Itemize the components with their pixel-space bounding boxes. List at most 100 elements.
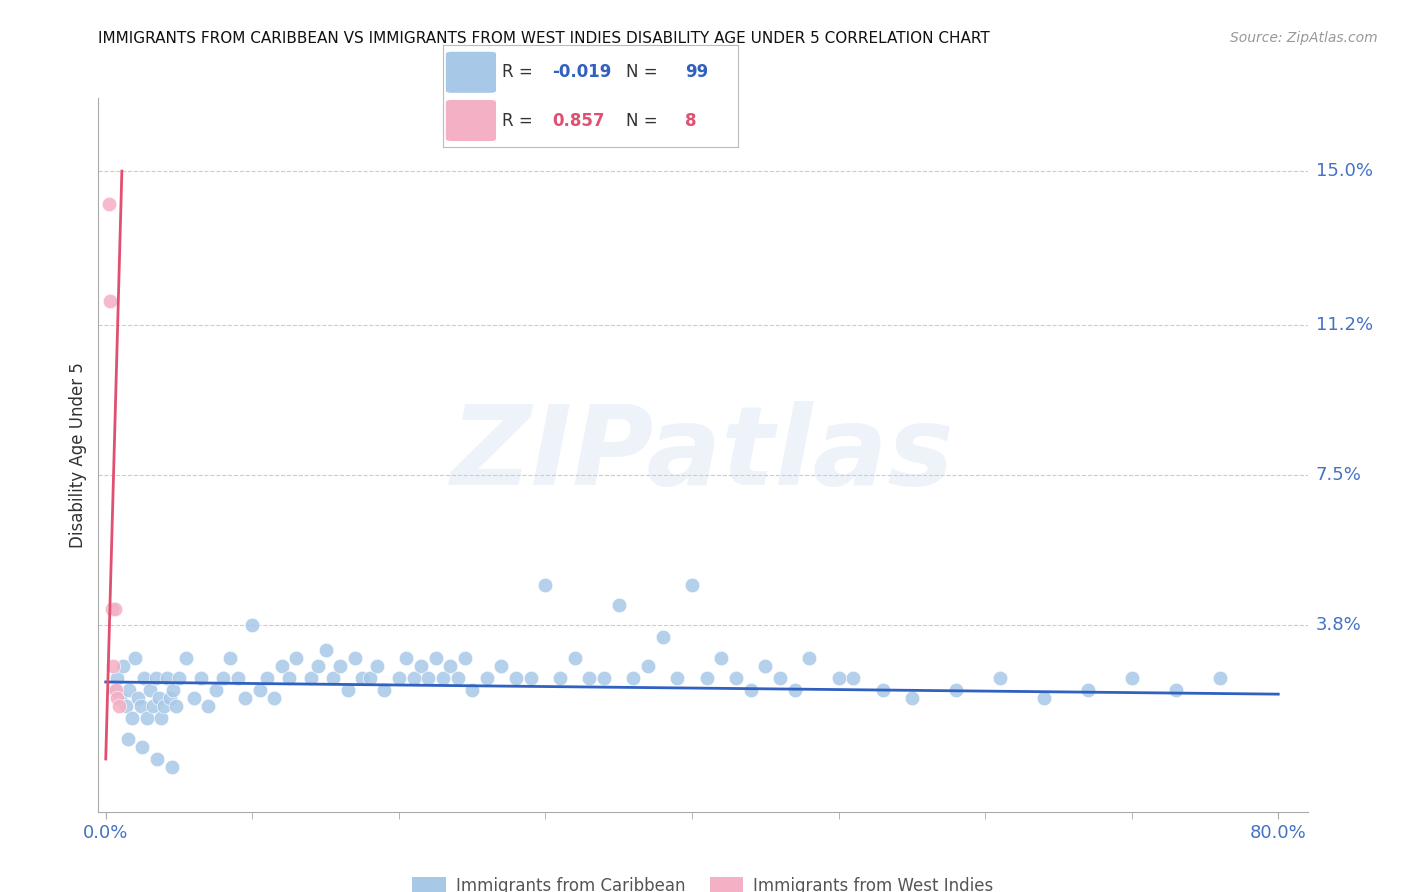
Point <box>593 671 616 685</box>
Point <box>307 658 329 673</box>
Point <box>299 671 322 685</box>
Point <box>1032 691 1054 706</box>
Text: 11.2%: 11.2% <box>1316 316 1374 334</box>
Point <box>520 671 543 685</box>
Point <box>637 658 659 673</box>
Point <box>100 602 122 616</box>
Point <box>988 671 1011 685</box>
Point <box>153 699 176 714</box>
Point <box>110 691 132 706</box>
Point <box>696 671 718 685</box>
Point <box>769 671 792 685</box>
Point <box>799 650 821 665</box>
Point <box>124 650 146 665</box>
Point <box>285 650 308 665</box>
Point <box>150 711 173 725</box>
Point <box>475 671 498 685</box>
Point <box>97 196 120 211</box>
Point <box>366 658 388 673</box>
Point <box>270 658 292 673</box>
Point <box>1077 683 1099 698</box>
Point <box>138 683 160 698</box>
Point <box>103 683 125 698</box>
FancyBboxPatch shape <box>446 52 496 93</box>
Point <box>578 671 600 685</box>
Point <box>117 731 139 746</box>
Point <box>132 671 155 685</box>
Point <box>872 683 894 698</box>
Point <box>103 602 125 616</box>
Point <box>1121 671 1143 685</box>
Point <box>204 683 226 698</box>
Point <box>425 650 447 665</box>
Point <box>402 671 425 685</box>
Point <box>343 650 366 665</box>
Point <box>827 671 849 685</box>
Point <box>190 671 212 685</box>
Point <box>212 671 235 685</box>
Legend: Immigrants from Caribbean, Immigrants from West Indies: Immigrants from Caribbean, Immigrants fr… <box>405 870 1001 892</box>
Point <box>336 683 359 698</box>
Point <box>359 671 381 685</box>
Point <box>491 658 513 673</box>
Point <box>127 691 149 706</box>
Text: R =: R = <box>502 63 538 81</box>
Point <box>197 699 219 714</box>
Point <box>710 650 733 665</box>
Point <box>315 642 337 657</box>
Point <box>322 671 344 685</box>
Text: R =: R = <box>502 112 538 129</box>
Point <box>395 650 418 665</box>
Point <box>724 671 747 685</box>
Point <box>461 683 484 698</box>
Text: ZIPatlas: ZIPatlas <box>451 401 955 508</box>
Point <box>1164 683 1187 698</box>
Point <box>233 691 256 706</box>
Point <box>681 577 703 591</box>
Point <box>754 658 776 673</box>
Point <box>564 650 586 665</box>
Point <box>651 631 673 645</box>
Point <box>107 691 129 706</box>
Text: -0.019: -0.019 <box>553 63 612 81</box>
Point <box>388 671 411 685</box>
Point <box>409 658 432 673</box>
Point <box>135 711 157 725</box>
Point <box>129 699 152 714</box>
Text: IMMIGRANTS FROM CARIBBEAN VS IMMIGRANTS FROM WEST INDIES DISABILITY AGE UNDER 5 : IMMIGRANTS FROM CARIBBEAN VS IMMIGRANTS … <box>98 31 990 46</box>
Point <box>107 671 129 685</box>
Text: 8: 8 <box>685 112 696 129</box>
Point <box>842 671 865 685</box>
Point <box>165 699 187 714</box>
Text: 7.5%: 7.5% <box>1316 467 1362 484</box>
Point <box>256 671 278 685</box>
Point <box>160 760 183 774</box>
Point <box>98 293 121 308</box>
Point <box>108 699 131 714</box>
Text: 99: 99 <box>685 63 709 81</box>
Point <box>131 739 153 754</box>
Point <box>278 671 301 685</box>
Y-axis label: Disability Age Under 5: Disability Age Under 5 <box>69 362 87 548</box>
Text: N =: N = <box>626 112 662 129</box>
Point <box>142 699 165 714</box>
Text: 0.857: 0.857 <box>553 112 605 129</box>
Point <box>418 671 440 685</box>
Point <box>219 650 242 665</box>
Point <box>621 671 644 685</box>
Point <box>101 658 124 673</box>
FancyBboxPatch shape <box>446 100 496 141</box>
Text: Source: ZipAtlas.com: Source: ZipAtlas.com <box>1230 31 1378 45</box>
Point <box>167 671 190 685</box>
Point <box>121 711 143 725</box>
Point <box>145 671 167 685</box>
Point <box>226 671 249 685</box>
Point <box>740 683 762 698</box>
Point <box>945 683 967 698</box>
Point <box>505 671 527 685</box>
Point <box>156 671 179 685</box>
Point <box>783 683 806 698</box>
Point <box>176 650 198 665</box>
Point <box>115 699 138 714</box>
Point <box>240 618 263 632</box>
